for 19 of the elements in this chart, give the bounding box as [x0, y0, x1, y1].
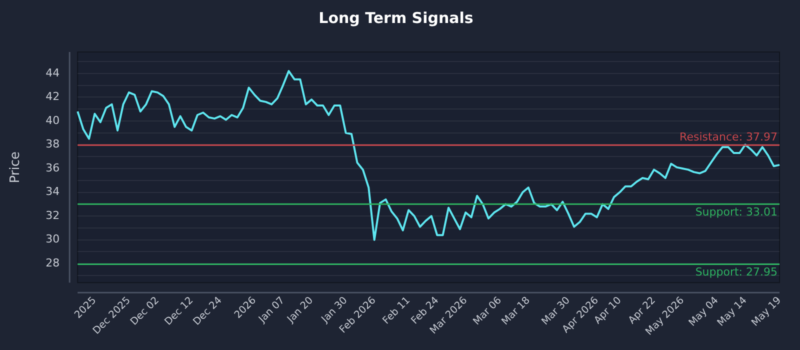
y-tick-label: 34 — [46, 185, 60, 198]
y-tick-label: 42 — [46, 90, 60, 104]
y-tick-label: 36 — [46, 161, 60, 174]
x-tick-label: Dec 24 — [192, 295, 224, 328]
chart-title: Long Term Signals — [318, 8, 474, 27]
x-tick-label: Jan 07 — [256, 295, 287, 326]
y-tick-label: 32 — [46, 208, 60, 222]
y-tick-label: 28 — [46, 256, 60, 270]
y-axis-title: Price — [8, 151, 24, 184]
ref-line-label: Support: 27.95 — [695, 266, 778, 279]
x-tick-label: Jan 20 — [284, 295, 316, 326]
y-tick-label: 40 — [46, 114, 60, 127]
y-tick-label: 44 — [46, 66, 60, 80]
x-tick-label: Mar 18 — [500, 295, 532, 328]
x-tick-label: Dec 02 — [128, 295, 162, 328]
y-tick-label: 30 — [46, 232, 60, 246]
ref-line-label: Resistance: 37.97 — [680, 130, 778, 144]
y-tick-label: 38 — [46, 138, 60, 151]
ref-line-label: Support: 33.01 — [695, 205, 778, 218]
